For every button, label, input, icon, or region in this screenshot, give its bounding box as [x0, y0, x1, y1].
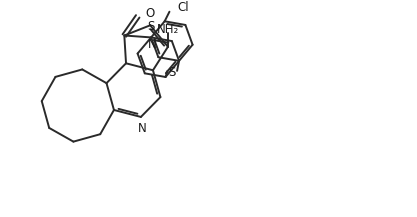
- Text: NH₂: NH₂: [157, 23, 179, 36]
- Text: S: S: [148, 20, 155, 33]
- Text: Cl: Cl: [177, 1, 189, 14]
- Text: O: O: [146, 7, 155, 20]
- Text: S: S: [168, 66, 176, 79]
- Text: N: N: [148, 38, 156, 51]
- Text: N: N: [138, 122, 146, 135]
